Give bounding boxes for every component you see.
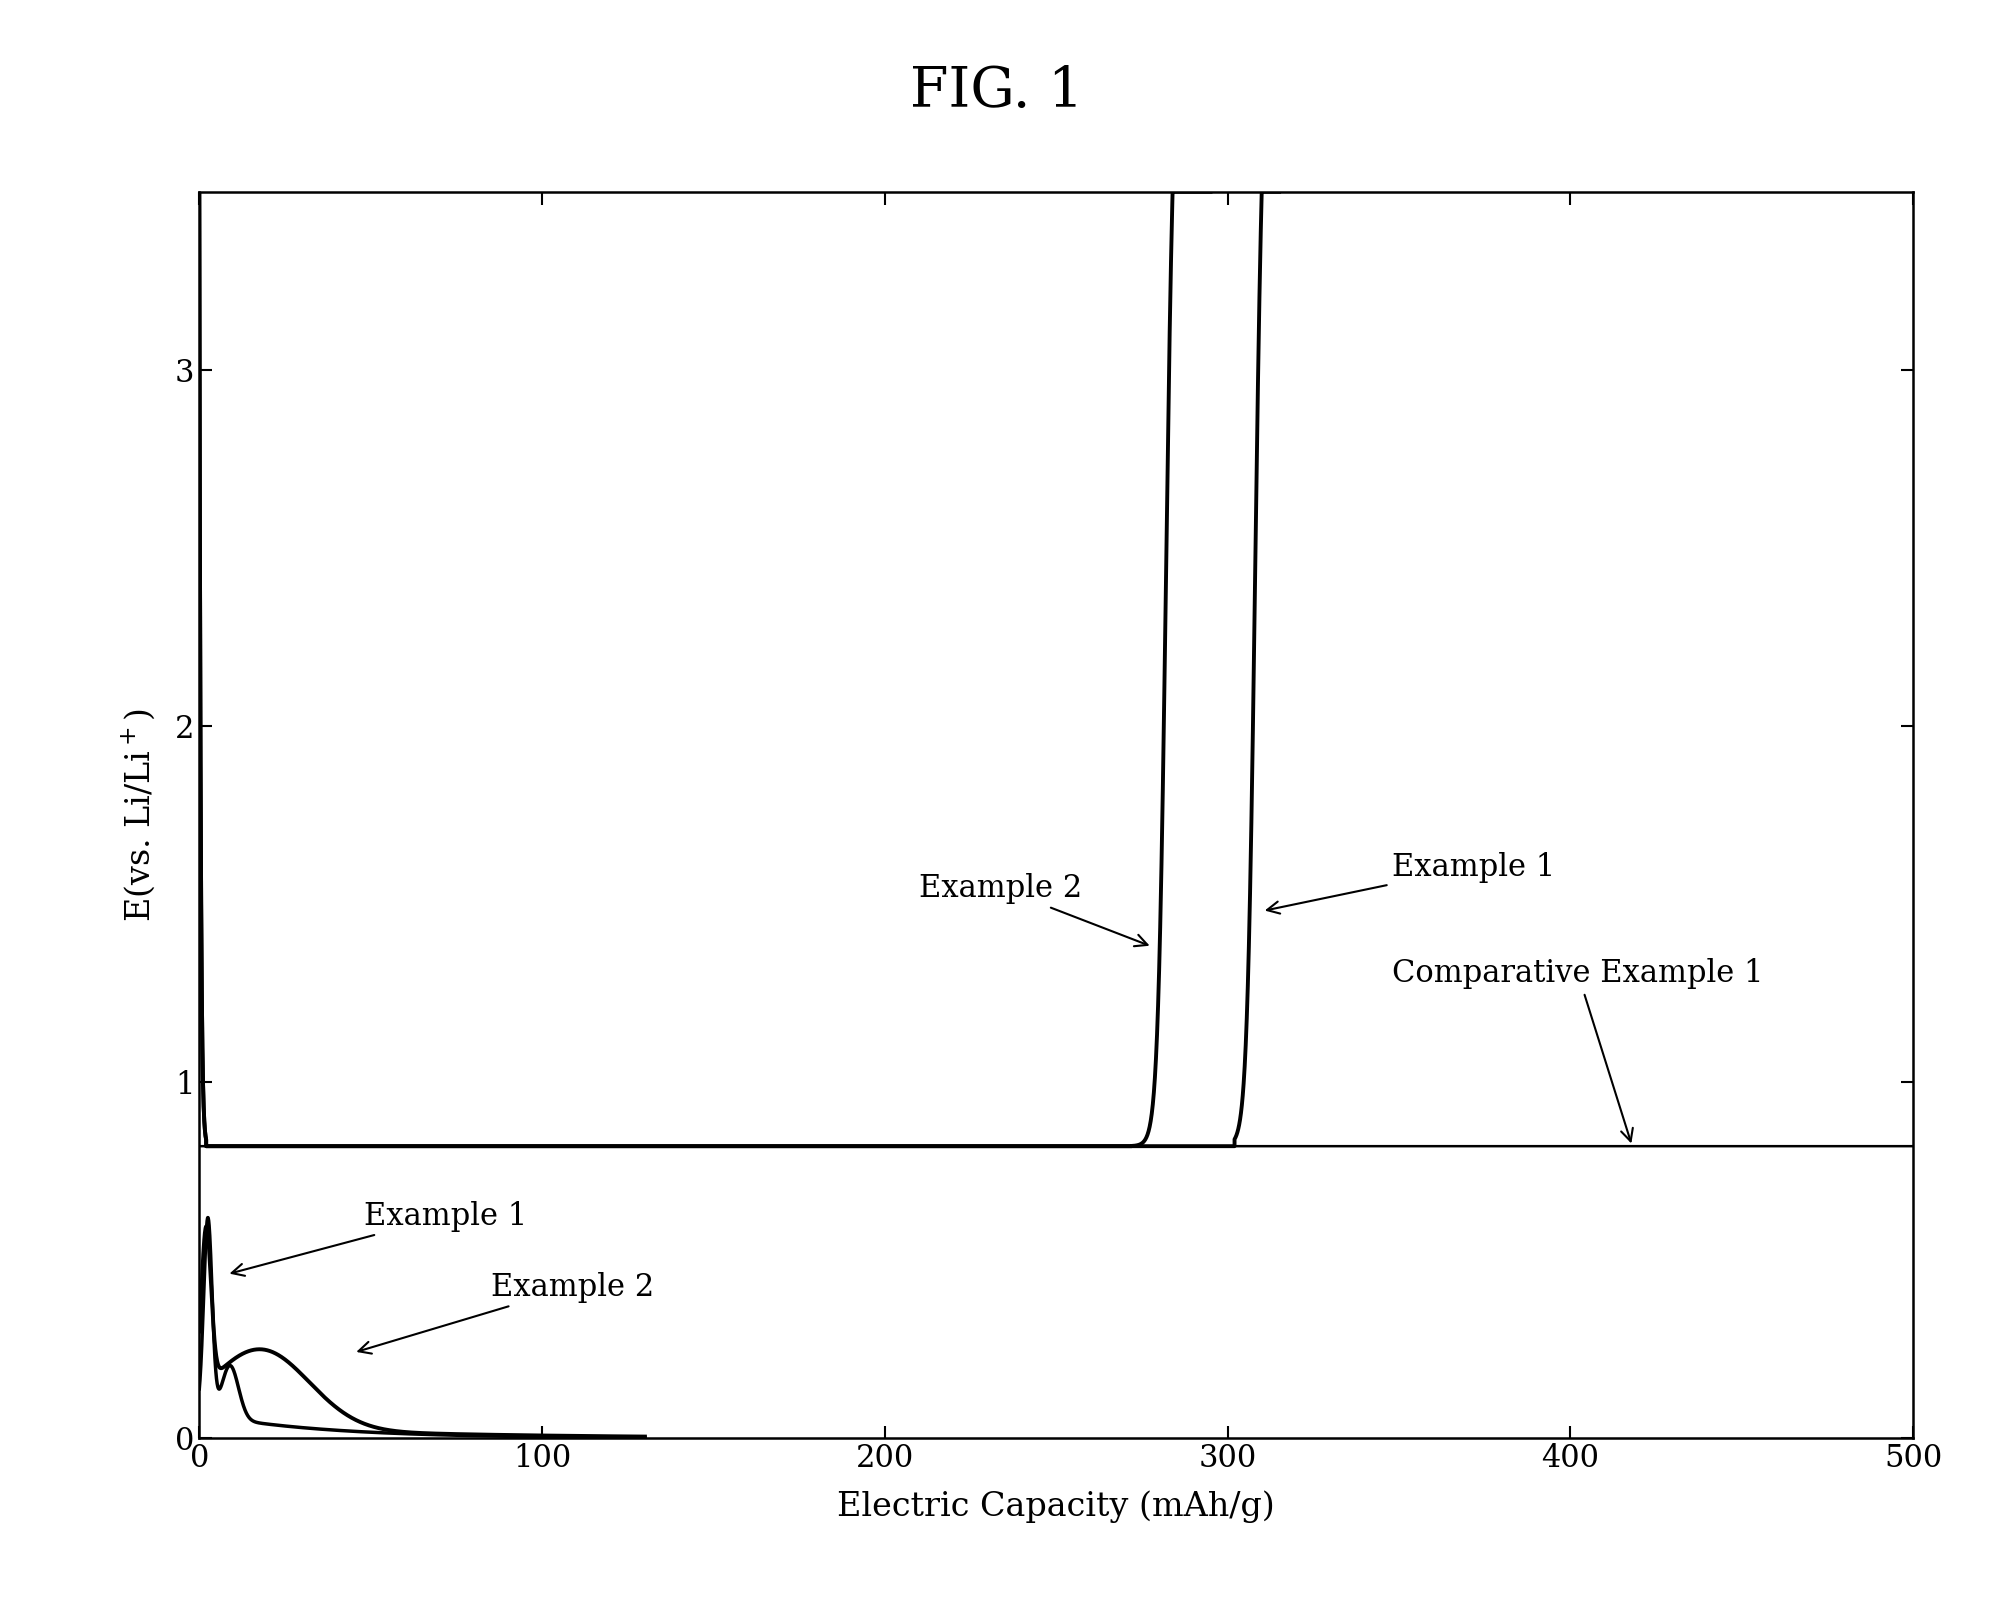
Text: FIG. 1: FIG. 1 (911, 64, 1082, 118)
Text: Example 2: Example 2 (359, 1272, 654, 1354)
Text: Example 1: Example 1 (1268, 852, 1555, 914)
X-axis label: Electric Capacity (mAh/g): Electric Capacity (mAh/g) (837, 1491, 1276, 1523)
Y-axis label: E(vs. Li/Li$^+$): E(vs. Li/Li$^+$) (122, 708, 157, 922)
Text: Example 1: Example 1 (231, 1200, 526, 1275)
Text: Comparative Example 1: Comparative Example 1 (1393, 959, 1764, 1141)
Text: Example 2: Example 2 (919, 873, 1148, 946)
